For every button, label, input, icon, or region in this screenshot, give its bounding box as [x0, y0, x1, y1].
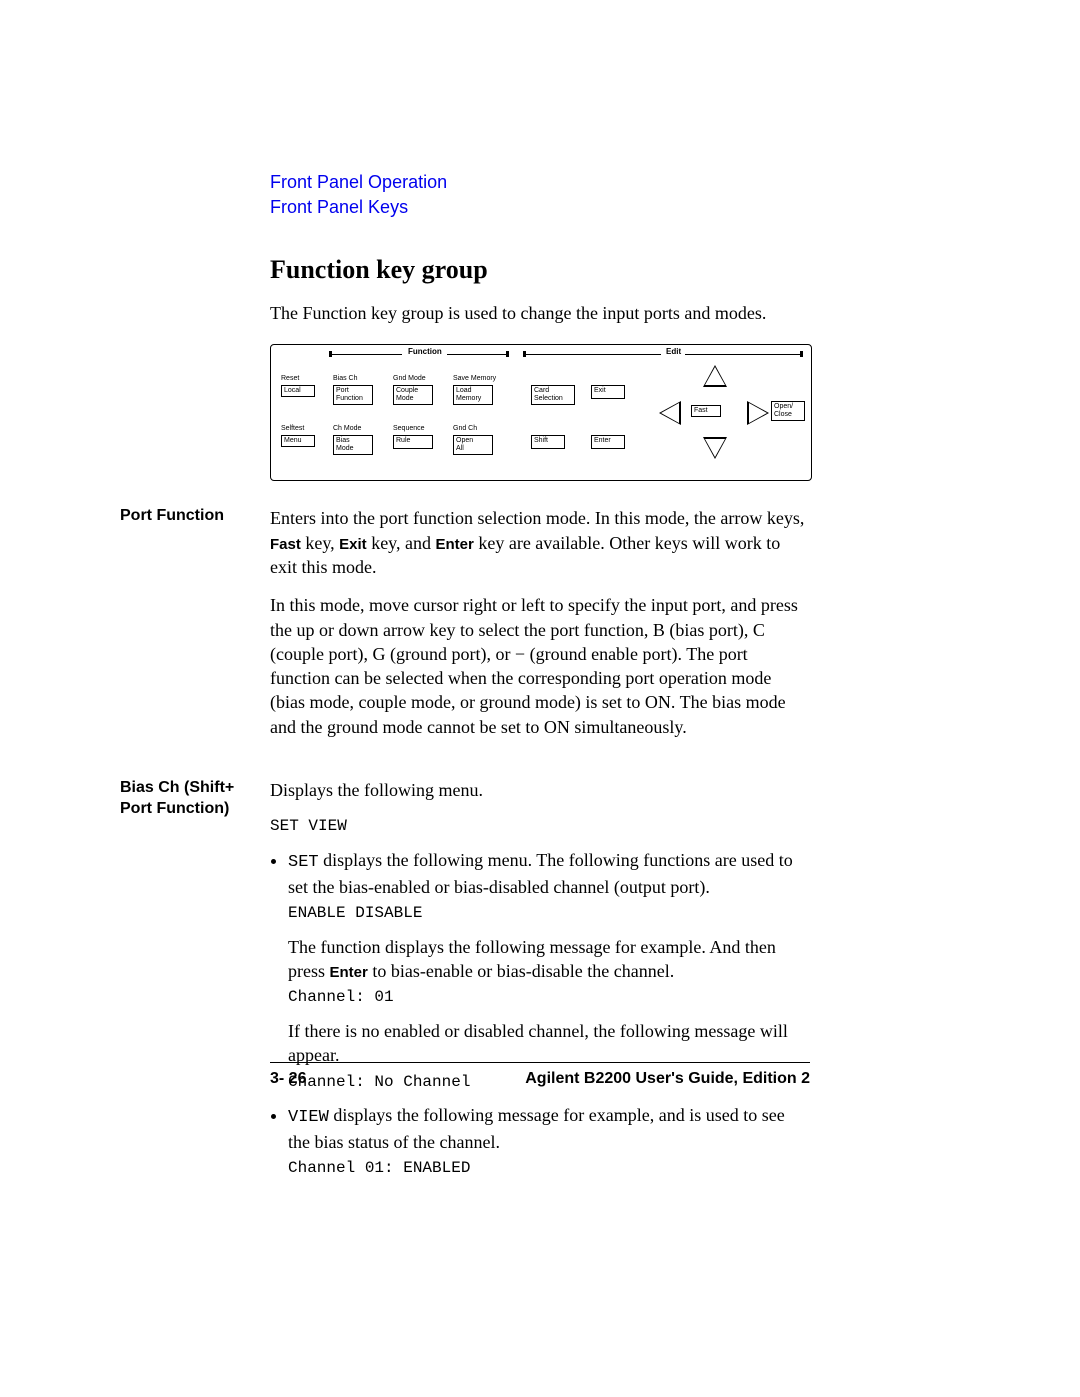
label-selftest: Selftest	[281, 425, 304, 432]
btn-rule[interactable]: Rule	[393, 435, 433, 449]
label-biasch: Bias Ch	[333, 375, 358, 382]
btn-enter[interactable]: Enter	[591, 435, 625, 449]
arrow-left-icon[interactable]	[659, 401, 681, 425]
label-sequence: Sequence	[393, 425, 425, 432]
btn-open-close[interactable]: Open/ Close	[771, 401, 805, 421]
btn-couple-mode[interactable]: Couple Mode	[393, 385, 433, 405]
biasch-code1: SET VIEW	[270, 816, 810, 838]
front-panel-diagram: Function Edit Reset Local Selftest Menu …	[270, 344, 812, 481]
term-biasch: Bias Ch (Shift+ Port Function)	[120, 778, 270, 820]
biasch-li-set: SET displays the following menu. The fol…	[288, 848, 810, 1093]
btn-local[interactable]: Local	[281, 385, 315, 397]
btn-shift[interactable]: Shift	[531, 435, 565, 449]
btn-card-selection[interactable]: Card Selection	[531, 385, 575, 405]
btn-load-memory[interactable]: Load Memory	[453, 385, 493, 405]
btn-menu[interactable]: Menu	[281, 435, 315, 447]
biasch-para1: Displays the following menu.	[270, 778, 810, 802]
btn-port-function[interactable]: Port Function	[333, 385, 373, 405]
intro-text: The Function key group is used to change…	[270, 303, 810, 324]
section-heading: Function key group	[270, 255, 810, 285]
label-gndmode: Gnd Mode	[393, 375, 426, 382]
doc-title-footer: Agilent B2200 User's Guide, Edition 2	[525, 1070, 810, 1088]
port-function-para2: In this mode, move cursor right or left …	[270, 593, 810, 739]
breadcrumb: Front Panel Operation Front Panel Keys	[270, 170, 810, 220]
label-chmode: Ch Mode	[333, 425, 361, 432]
page-number: 3- 26	[270, 1070, 306, 1088]
btn-open-all[interactable]: Open All	[453, 435, 493, 455]
group-edit-label: Edit	[663, 347, 684, 356]
breadcrumb-line2[interactable]: Front Panel Keys	[270, 197, 408, 217]
breadcrumb-line1[interactable]: Front Panel Operation	[270, 172, 447, 192]
arrow-right-icon[interactable]	[747, 401, 769, 425]
btn-fast[interactable]: Fast	[691, 405, 721, 417]
btn-bias-mode[interactable]: Bias Mode	[333, 435, 373, 455]
label-savemem: Save Memory	[453, 375, 496, 382]
biasch-li-view: VIEW displays the following message for …	[288, 1103, 810, 1180]
group-function-label: Function	[405, 347, 445, 356]
arrow-down-icon[interactable]	[703, 437, 727, 459]
btn-exit[interactable]: Exit	[591, 385, 625, 399]
port-function-para1: Enters into the port function selection …	[270, 506, 810, 579]
label-reset: Reset	[281, 375, 299, 382]
term-port-function: Port Function	[120, 506, 270, 527]
arrow-up-icon[interactable]	[703, 365, 727, 387]
label-gndch: Gnd Ch	[453, 425, 477, 432]
footer-rule	[270, 1062, 810, 1063]
